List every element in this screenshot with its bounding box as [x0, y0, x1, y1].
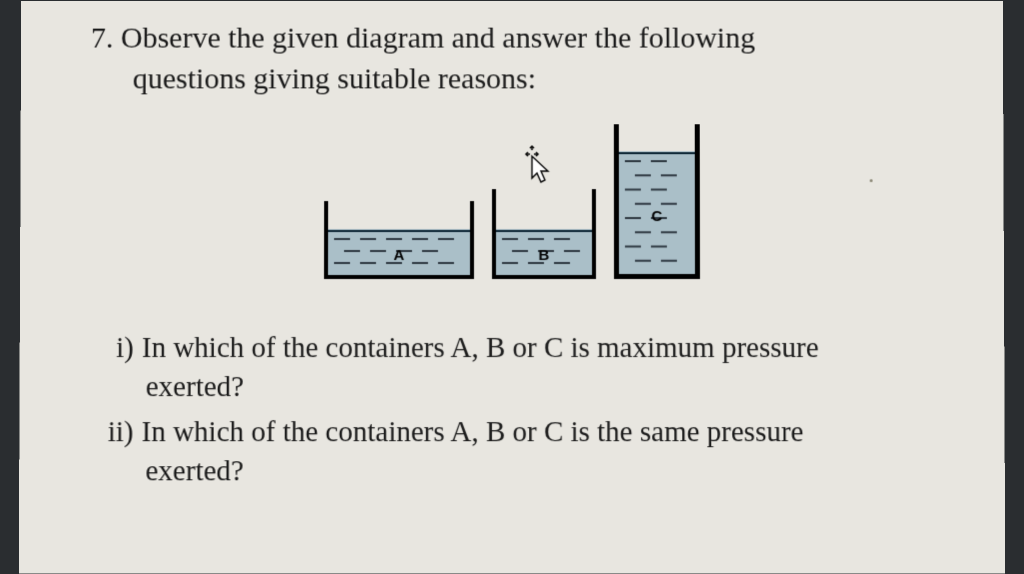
subquestion-i: i)In which of the containers A, B or C i… [90, 329, 935, 407]
svg-text:B: B [539, 247, 550, 264]
subq-ii-label: ii) [89, 413, 133, 452]
question-prompt: 7. Observe the given diagram and answer … [91, 19, 934, 100]
question-line2: questions giving suitable reasons: [91, 59, 934, 99]
question-number: 7. [91, 22, 114, 55]
subq-ii-line1: In which of the containers A, B or C is … [141, 416, 803, 448]
page: 7. Observe the given diagram and answer … [19, 1, 1005, 574]
svg-text:A: A [394, 247, 405, 264]
container-b: B [492, 189, 596, 279]
noise [870, 179, 873, 182]
cursor-icon [524, 144, 558, 193]
container-a: A [324, 201, 474, 279]
subquestion-ii: ii)In which of the containers A, B or C … [89, 413, 935, 491]
diagram-row: A B C [90, 119, 934, 279]
svg-text:C: C [651, 208, 662, 225]
subq-i-line1: In which of the containers A, B or C is … [142, 332, 819, 364]
question-line1: Observe the given diagram and answer the… [121, 22, 755, 55]
subq-i-line2: exerted? [90, 368, 935, 407]
subq-ii-line2: exerted? [89, 453, 935, 492]
container-c: C [614, 124, 700, 279]
subq-i-label: i) [90, 329, 134, 368]
